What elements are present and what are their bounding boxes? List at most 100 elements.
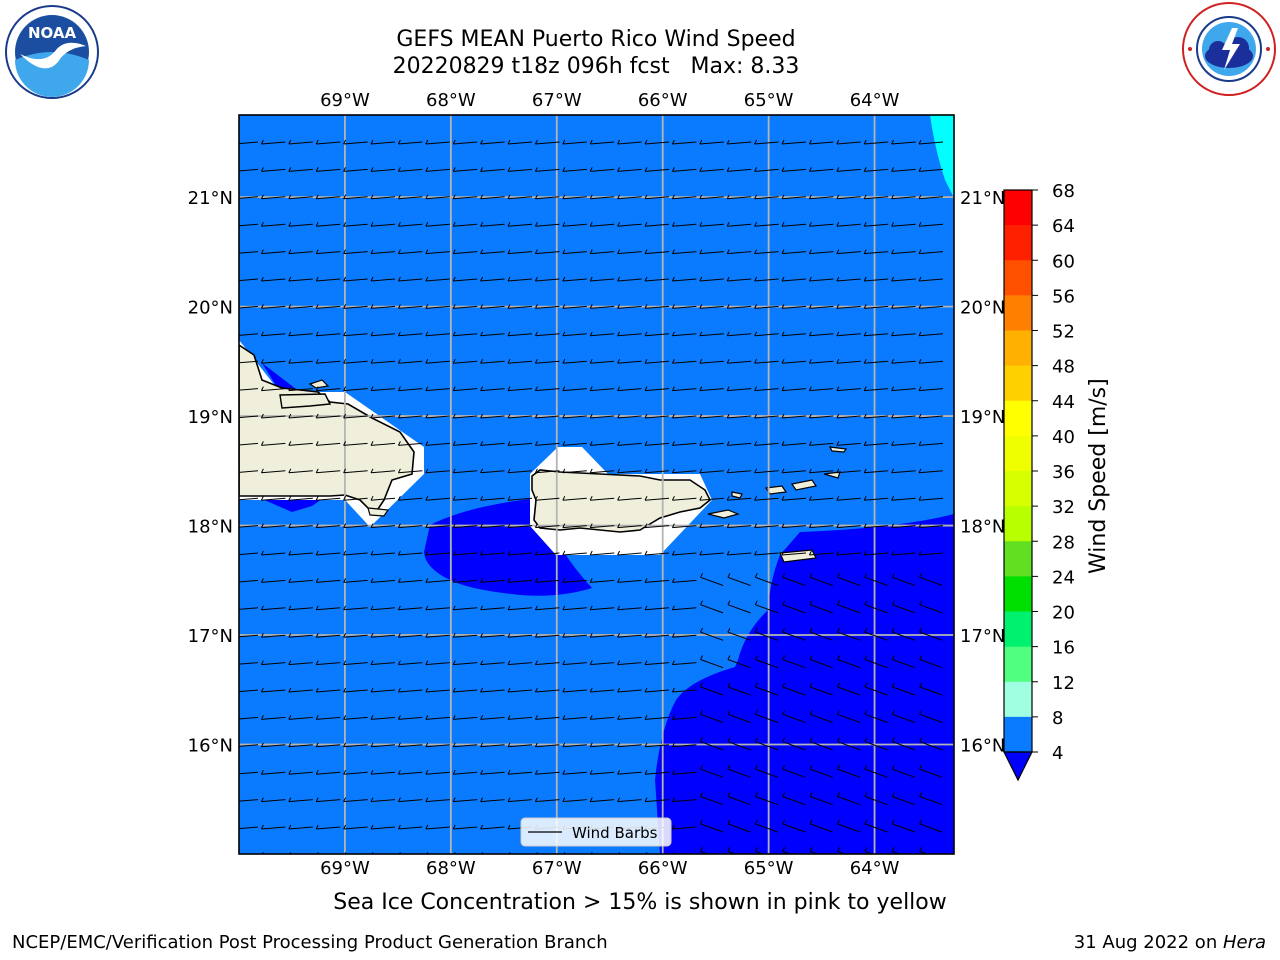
wind-barb	[507, 632, 533, 638]
vieques-island	[707, 509, 740, 519]
sea-ice-caption: Sea Ice Concentration > 15% is shown in …	[333, 890, 947, 915]
wind-barb	[644, 358, 670, 364]
lon-tick-bottom: 67°W	[532, 858, 582, 879]
wind-barb	[452, 660, 478, 666]
wind-barb	[754, 627, 779, 641]
wind-barb	[239, 799, 259, 802]
wind-barb	[919, 847, 929, 854]
wind-barb	[288, 715, 313, 720]
wind-barb	[754, 167, 779, 172]
wind-barb	[754, 523, 779, 529]
wind-barb	[397, 413, 423, 419]
wind-barb	[644, 413, 670, 419]
wind-barb	[507, 358, 533, 364]
wind-barbs	[239, 139, 944, 854]
wind-barb	[534, 221, 560, 227]
wind-barb	[260, 824, 286, 830]
wind-barb	[590, 852, 615, 854]
wind-barb	[918, 358, 944, 364]
wind-barb	[370, 824, 396, 830]
lon-tick-bottom: 66°W	[638, 858, 688, 879]
wind-barb	[315, 468, 341, 474]
wind-barb	[644, 687, 670, 693]
wind-barb	[617, 660, 642, 666]
wind-barb	[288, 194, 313, 200]
wind-barb	[671, 742, 697, 748]
wind-barb	[837, 682, 861, 696]
wind-barb	[754, 331, 779, 337]
wind-barb	[260, 632, 286, 638]
wind-barb	[617, 221, 642, 227]
wind-barb	[754, 682, 779, 696]
wind-barb	[288, 167, 313, 172]
wind-barb	[260, 331, 286, 337]
wind-barb	[239, 525, 259, 528]
wind-barb	[343, 221, 368, 227]
wind-barb	[534, 139, 560, 145]
lon-tick-bottom: 68°W	[426, 858, 476, 879]
wind-barb	[699, 304, 724, 309]
wind-barb	[808, 221, 834, 227]
wind-barb	[370, 769, 396, 775]
wind-barb	[370, 742, 396, 748]
wind-barb	[617, 632, 642, 638]
wind-barb	[453, 852, 478, 854]
wind-barb	[589, 578, 615, 583]
lat-tick-left: 17°N	[188, 626, 233, 647]
wind-barb	[644, 632, 670, 638]
wind-barb	[918, 386, 944, 392]
wind-barb	[370, 441, 396, 446]
wind-barb	[480, 221, 505, 227]
wind-barb	[864, 847, 874, 854]
wind-barb	[562, 468, 587, 474]
wind-barb	[617, 605, 642, 611]
wind-barb	[919, 819, 943, 833]
wind-barb	[508, 852, 532, 854]
wind-barb	[671, 194, 697, 200]
hispaniola-peninsula	[279, 393, 332, 409]
wind-barb	[534, 660, 560, 666]
wind-barb	[262, 852, 286, 854]
wind-barb	[288, 550, 313, 556]
wind-barb	[260, 660, 286, 666]
wind-barb	[562, 358, 587, 364]
wind-barb	[562, 304, 587, 309]
wind-barb	[425, 358, 450, 364]
wind-barb	[726, 221, 752, 227]
wind-barb	[343, 632, 368, 638]
wind-barb	[260, 550, 286, 556]
wind-barb	[315, 249, 341, 255]
wind-barb	[808, 495, 834, 501]
wind-barb	[452, 687, 478, 693]
wind-barb	[562, 769, 587, 775]
wind-barb	[699, 468, 724, 474]
wind-barb	[260, 221, 286, 227]
wind-barb	[918, 413, 944, 419]
wind-barb	[562, 495, 587, 501]
wind-barb	[617, 441, 642, 446]
wind-barb	[343, 331, 368, 337]
wind-barb	[918, 523, 944, 529]
wind-barb	[534, 441, 560, 446]
wind-barb	[260, 468, 286, 474]
wind-barb	[534, 687, 560, 693]
lat-tick-right: 19°N	[960, 407, 1005, 428]
wind-barb	[480, 276, 505, 282]
wind-barb	[754, 792, 779, 806]
wind-barb	[315, 167, 341, 172]
wind-barb	[700, 764, 724, 778]
wind-barb	[370, 276, 396, 282]
colorbar-tick-label: 8	[1052, 708, 1063, 729]
wind-barb	[288, 139, 313, 145]
wind-barb	[507, 331, 533, 337]
wind-barb	[700, 655, 724, 669]
wind-barb	[260, 715, 286, 720]
wind-barb	[397, 742, 423, 748]
wind-barb	[534, 495, 560, 501]
wind-barb	[315, 742, 341, 748]
wind-barb	[452, 742, 478, 748]
wind-barb	[589, 441, 615, 446]
wind-barb	[919, 764, 943, 778]
wind-barb	[562, 742, 587, 748]
wind-barb	[534, 386, 560, 392]
